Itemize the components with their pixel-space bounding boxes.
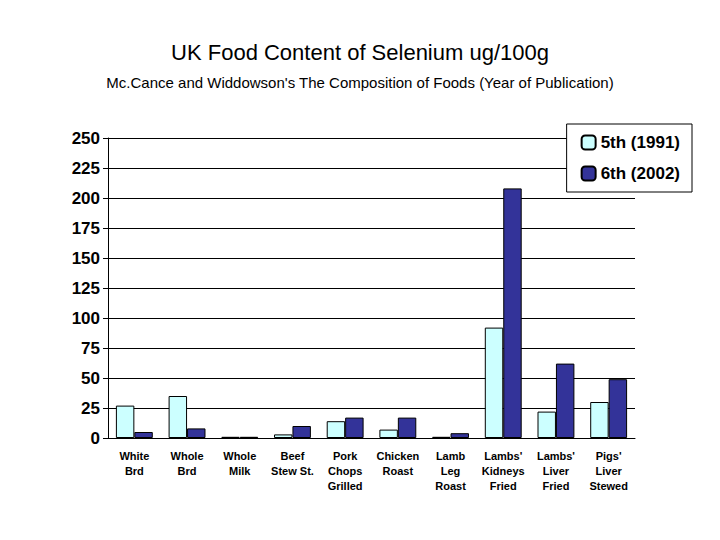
- svg-text:Milk: Milk: [229, 465, 251, 477]
- svg-text:Whole: Whole: [223, 450, 256, 462]
- svg-text:Liver: Liver: [543, 465, 570, 477]
- svg-text:Whole: Whole: [171, 450, 204, 462]
- svg-text:Pigs': Pigs': [596, 450, 622, 462]
- svg-text:Grilled: Grilled: [328, 480, 363, 492]
- svg-text:Fried: Fried: [490, 480, 517, 492]
- svg-text:Roast: Roast: [435, 480, 466, 492]
- svg-text:175: 175: [72, 219, 100, 238]
- svg-text:Chicken: Chicken: [376, 450, 419, 462]
- svg-text:225: 225: [72, 159, 100, 178]
- svg-text:Liver: Liver: [596, 465, 623, 477]
- svg-text:Pork: Pork: [333, 450, 358, 462]
- svg-text:Stewed: Stewed: [589, 480, 628, 492]
- svg-text:Lambs': Lambs': [484, 450, 522, 462]
- svg-text:Stew St.: Stew St.: [271, 465, 314, 477]
- svg-text:125: 125: [72, 279, 100, 298]
- svg-text:5th (1991): 5th (1991): [601, 133, 680, 152]
- svg-text:25: 25: [81, 399, 100, 418]
- svg-text:150: 150: [72, 249, 100, 268]
- svg-text:Brd: Brd: [178, 465, 197, 477]
- svg-text:100: 100: [72, 309, 100, 328]
- svg-text:White: White: [119, 450, 149, 462]
- svg-text:Brd: Brd: [125, 465, 144, 477]
- svg-text:Lambs': Lambs': [537, 450, 575, 462]
- svg-text:250: 250: [72, 129, 100, 148]
- svg-text:Leg: Leg: [441, 465, 461, 477]
- svg-text:75: 75: [81, 339, 100, 358]
- svg-text:200: 200: [72, 189, 100, 208]
- svg-text:Fried: Fried: [542, 480, 569, 492]
- svg-text:50: 50: [81, 369, 100, 388]
- svg-text:Lamb: Lamb: [436, 450, 466, 462]
- svg-text:Kidneys: Kidneys: [482, 465, 525, 477]
- svg-text:UK Food Content of Selenium ug: UK Food Content of Selenium ug/100g: [171, 40, 549, 65]
- svg-text:Chops: Chops: [328, 465, 362, 477]
- svg-text:Roast: Roast: [383, 465, 414, 477]
- svg-text:0: 0: [91, 429, 100, 448]
- svg-text:Beef: Beef: [281, 450, 305, 462]
- svg-text:6th (2002): 6th (2002): [601, 164, 680, 183]
- svg-text:Mc.Cance and Widdowson's The C: Mc.Cance and Widdowson's The Composition…: [106, 74, 613, 91]
